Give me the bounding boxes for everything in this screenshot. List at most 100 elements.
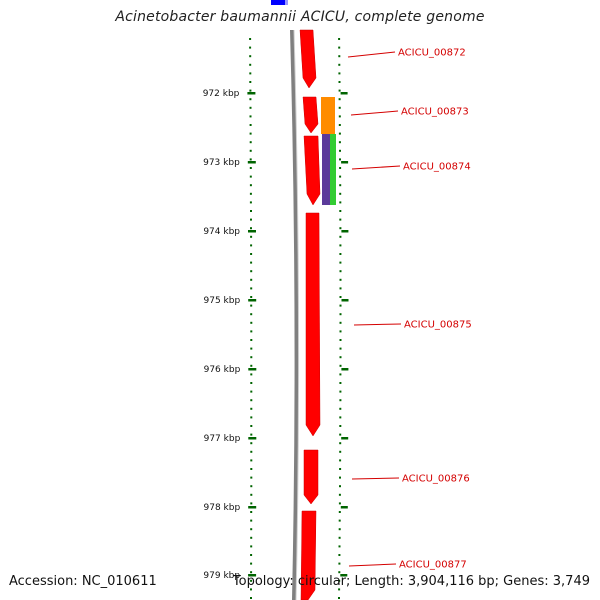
ruler-dot: [250, 227, 252, 230]
ruler-dot: [250, 425, 253, 427]
ruler-dot: [339, 253, 342, 255]
gene-label[interactable]: ACICU_00877: [399, 560, 467, 571]
ruler-dot: [250, 502, 253, 505]
ruler-dot: [339, 287, 342, 290]
cds-arrow-00877[interactable]: [300, 510, 317, 600]
ruler-dot: [338, 81, 341, 83]
ruler-dot: [249, 184, 252, 187]
cds-arrow-00875[interactable]: [305, 212, 321, 437]
ruler-ticks: 972 kbp 973 kbp 974 kbp 975 kbp 976 kbp 977 k…: [203, 89, 349, 581]
ruler-dot: [249, 158, 252, 161]
ruler-dot: [250, 468, 253, 470]
ruler-dot: [249, 132, 252, 135]
gene-leader-line: [347, 51, 396, 58]
gene-label[interactable]: ACICU_00873: [401, 107, 469, 118]
ruler-dot: [338, 106, 341, 109]
cds-arrow-00872[interactable]: [299, 29, 317, 89]
gene-label[interactable]: ACICU_00876: [402, 474, 470, 485]
ruler-dot: [339, 468, 342, 470]
ruler-dot: [249, 63, 252, 66]
inner-dotted-ruler: [249, 38, 253, 599]
ruler-dot: [339, 450, 342, 453]
ruler-dot: [249, 72, 252, 75]
gene-label[interactable]: ACICU_00875: [404, 320, 472, 331]
ruler-dot: [250, 399, 253, 402]
ruler-dot: [250, 253, 253, 255]
ruler-dot: [338, 502, 341, 505]
major-tick-outer: [341, 437, 349, 440]
ruler-dot: [249, 201, 252, 204]
ruler-dot: [249, 192, 252, 195]
tick-label: 975 kbp: [204, 296, 241, 306]
ruler-dot: [339, 364, 342, 367]
blue-feature: [271, 0, 285, 5]
major-tick-outer: [341, 368, 349, 371]
ruler-dot: [250, 597, 252, 599]
ruler-dot: [250, 545, 253, 548]
ruler-dot: [250, 382, 253, 384]
major-tick-outer: [340, 506, 348, 509]
ruler-dot: [338, 124, 341, 126]
tick-label: 973 kbp: [203, 158, 240, 168]
ruler-dot: [250, 442, 253, 445]
ruler-dot: [249, 106, 252, 109]
ruler-dot: [250, 364, 253, 367]
major-tick: [247, 161, 256, 164]
ruler-dot: [338, 55, 341, 58]
ruler-dot: [339, 296, 342, 298]
ruler-dot: [338, 46, 341, 49]
ruler-dot: [250, 339, 253, 341]
ruler-dot: [338, 38, 341, 40]
genome-summary-text: Topology: circular; Length: 3,904,116 bp…: [232, 574, 590, 589]
ruler-dot: [339, 313, 342, 316]
ruler-dot: [338, 528, 341, 531]
ruler-dot: [249, 38, 252, 40]
ruler-dot: [339, 433, 342, 436]
gene-label[interactable]: ACICU_00874: [403, 162, 471, 173]
ruler-dot: [339, 201, 342, 204]
ruler-dot: [249, 81, 252, 83]
ruler-dot: [250, 296, 253, 298]
ruler-dot: [338, 98, 341, 101]
ruler-dot: [250, 416, 253, 419]
green-feature: [330, 134, 336, 205]
orange-feature: [321, 97, 335, 134]
ruler-dot: [339, 356, 342, 359]
major-tick-outer: [340, 574, 348, 577]
ruler-dot: [250, 459, 253, 462]
ruler-dot: [250, 261, 253, 264]
ruler-dot: [338, 536, 341, 539]
ruler-dot: [250, 347, 253, 350]
major-tick-outer: [341, 161, 349, 164]
map-title: Acinetobacter baumannii ACICU, complete …: [115, 9, 485, 25]
cds-arrow-00873[interactable]: [302, 96, 319, 134]
ruler-dot: [250, 270, 253, 273]
gene-label[interactable]: ACICU_00872: [398, 48, 466, 59]
cds-arrow-00876[interactable]: [303, 449, 319, 505]
cds-arrow-00874[interactable]: [303, 135, 321, 206]
ruler-dot: [338, 562, 341, 565]
tick-label: 978 kbp: [204, 503, 241, 513]
purple-feature: [322, 134, 330, 205]
major-tick: [248, 437, 257, 440]
ruler-dot: [249, 149, 252, 152]
major-tick: [248, 368, 257, 371]
ruler-dot: [339, 442, 342, 445]
ruler-dot: [250, 330, 253, 333]
ruler-dot: [338, 579, 341, 582]
ruler-dot: [338, 519, 341, 522]
ruler-dot: [339, 304, 342, 307]
tick-label: 979 kbp: [203, 571, 240, 581]
ruler-dot: [250, 511, 253, 513]
ruler-dot: [339, 184, 342, 187]
genome-backbone: [290, 29, 299, 600]
ruler-dot: [339, 390, 342, 393]
ruler-dot: [338, 511, 341, 513]
major-tick-outer: [341, 299, 349, 302]
ruler-dot: [250, 373, 253, 376]
ruler-dot: [339, 278, 342, 281]
major-tick: [247, 92, 256, 95]
ruler-dot: [338, 89, 341, 92]
ruler-dot: [339, 149, 341, 152]
